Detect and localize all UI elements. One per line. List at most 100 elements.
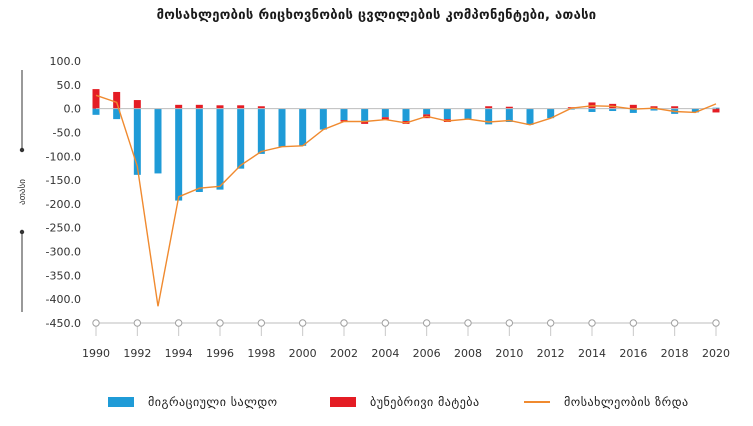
- y-axis-title-group: ათასი: [17, 70, 28, 312]
- bar-migration: [464, 108, 472, 120]
- y-tick-label: 50.0: [57, 79, 82, 92]
- bar-migration: [381, 108, 389, 118]
- y-tick-label: -450.0: [46, 317, 81, 330]
- x-tick-dot: [92, 319, 100, 327]
- bar-migration: [257, 108, 265, 154]
- x-tick-label: 2008: [454, 347, 482, 360]
- bar-natural: [671, 106, 679, 109]
- bar-migration: [237, 108, 245, 169]
- bar-natural: [361, 121, 369, 124]
- bar-migration: [609, 108, 617, 112]
- x-tick-label: 2018: [661, 347, 689, 360]
- x-tick-dot: [588, 319, 596, 327]
- x-tick-label: 2014: [578, 347, 606, 360]
- legend-label-migration: მიგრაციული სალდო: [148, 395, 278, 409]
- legend-label-natural: ბუნებრივი მატება: [370, 395, 480, 409]
- x-tick-label: 2020: [702, 347, 730, 360]
- x-tick-label: 2004: [371, 347, 399, 360]
- bar-migration: [113, 108, 121, 120]
- x-tick-dot: [257, 319, 266, 327]
- x-tick-label: 1990: [82, 347, 110, 360]
- y-axis-label: ათასი: [17, 179, 28, 205]
- x-tick-dot: [670, 319, 679, 327]
- x-tick-dot: [174, 319, 183, 327]
- x-tick-dot: [216, 319, 224, 327]
- y-title-dot-top: [19, 147, 25, 153]
- series-line-growth: [95, 94, 717, 307]
- x-tick-label: 1994: [165, 347, 193, 360]
- bar-migration: [691, 108, 699, 113]
- bar-migration: [154, 108, 162, 174]
- bar-natural: [113, 91, 121, 109]
- x-tick-label: 2012: [537, 347, 565, 360]
- y-tick-label: -300.0: [46, 246, 81, 259]
- bar-natural: [340, 120, 348, 122]
- bar-migration: [92, 108, 100, 115]
- bar-migration: [278, 108, 286, 147]
- chart-title: მოსახლეობის რიცხოვნობის ცვლილების კომპონ…: [156, 8, 597, 23]
- bar-migration: [175, 108, 183, 201]
- bar-natural: [195, 104, 203, 109]
- chart-plot: ათასი 100.0 50.0 0.0 -50.0 -100.0 -150.0 -200.…: [17, 55, 730, 360]
- legend-label-growth: მოსახლეობის ზრდა: [564, 395, 689, 409]
- x-tick-dot: [133, 319, 142, 327]
- legend-item-migration: მიგრაციული სალდო: [108, 395, 278, 409]
- x-tick-dot: [464, 319, 472, 327]
- x-tick-dot: [546, 319, 555, 327]
- bar-natural: [92, 89, 100, 109]
- bar-natural: [133, 100, 141, 109]
- bar-migration: [650, 108, 658, 111]
- bar-natural: [485, 106, 493, 109]
- bar-migration: [299, 108, 307, 146]
- y-tick-label: -400.0: [46, 293, 81, 306]
- legend-swatch-natural: [330, 397, 356, 407]
- x-tick-label: 1998: [247, 347, 275, 360]
- bar-natural: [175, 104, 183, 109]
- x-tick-dot: [381, 319, 390, 327]
- x-tick-dot: [505, 319, 514, 327]
- bar-natural: [629, 104, 637, 109]
- bar-migration: [547, 108, 555, 119]
- bar-migration: [361, 108, 369, 122]
- bar-natural: [505, 106, 513, 109]
- y-tick-label: -150.0: [46, 174, 81, 187]
- x-tick-label: 2002: [330, 347, 358, 360]
- y-tick-label: -100.0: [46, 150, 81, 163]
- bar-migration: [629, 108, 637, 113]
- bar-migration: [195, 108, 203, 192]
- bar-natural: [257, 106, 265, 109]
- y-tick-label: 100.0: [50, 55, 82, 68]
- x-tick-label: 1996: [206, 347, 234, 360]
- bar-migration: [216, 108, 224, 190]
- bar-natural: [650, 106, 658, 109]
- bar-migration: [423, 108, 431, 115]
- bar-natural: [712, 108, 720, 113]
- bar-migration: [340, 108, 348, 121]
- x-tick-dot: [422, 319, 431, 327]
- x-tick-label: 2010: [495, 347, 523, 360]
- bar-natural: [216, 105, 224, 109]
- chart-legend: მიგრაციული სალდო ბუნებრივი მატება მოსახლ…: [0, 395, 753, 415]
- y-tick-label: -350.0: [46, 269, 81, 282]
- x-tick-dot: [340, 319, 348, 327]
- x-tick-dot: [712, 319, 720, 327]
- x-tick-label: 2016: [619, 347, 647, 360]
- y-tick-label: -50.0: [53, 126, 81, 139]
- bar-migration: [443, 108, 451, 120]
- legend-swatch-growth: [524, 401, 550, 403]
- bar-migration: [402, 108, 410, 122]
- bar-migration: [526, 108, 534, 125]
- y-tick-label: -200.0: [46, 198, 81, 211]
- legend-swatch-migration: [108, 397, 134, 407]
- x-tick-dot: [629, 319, 638, 327]
- x-tick-label: 2000: [289, 347, 317, 360]
- x-tick-dot: [298, 319, 307, 327]
- x-tick-label: 1992: [123, 347, 151, 360]
- bar-migration: [319, 108, 327, 130]
- bar-natural: [381, 117, 389, 120]
- bar-migration: [133, 108, 141, 175]
- y-tick-label: 0.0: [64, 103, 82, 116]
- bar-migration: [485, 108, 493, 125]
- x-tick-label: 2006: [413, 347, 441, 360]
- legend-item-natural: ბუნებრივი მატება: [330, 395, 480, 409]
